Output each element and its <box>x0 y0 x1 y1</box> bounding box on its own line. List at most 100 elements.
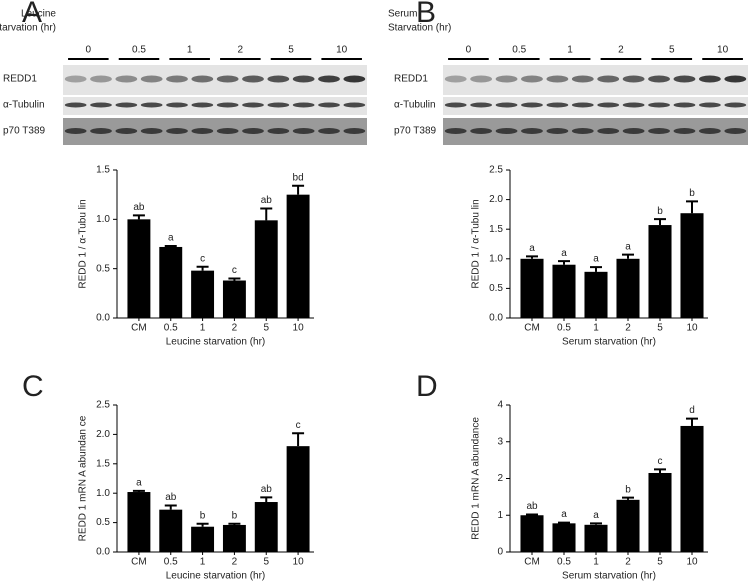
bar <box>191 270 215 318</box>
error-bar <box>196 522 209 527</box>
significance-letter: a <box>561 509 567 520</box>
bar <box>648 225 672 318</box>
y-tick-label: 0.5 <box>96 517 110 528</box>
y-tick-label: 1.0 <box>96 214 110 225</box>
x-axis-label: Serum starvation (hr) <box>562 571 656 582</box>
significance-letter: b <box>689 188 695 199</box>
x-tick-label: 2 <box>232 557 238 568</box>
lane-label: 10 <box>717 45 729 56</box>
significance-letter: ab <box>261 195 273 206</box>
y-axis-label: REDD 1 / α-Tubu lin <box>471 199 482 288</box>
panel-letter: D <box>416 370 438 403</box>
blot-band <box>140 128 163 134</box>
blot-strip <box>63 97 367 115</box>
blot-band <box>470 102 493 108</box>
lane-label: 5 <box>288 45 294 56</box>
significance-letter: b <box>200 510 206 521</box>
bar <box>552 523 576 552</box>
blot-band <box>597 102 620 108</box>
bar <box>584 524 608 552</box>
y-tick-label: 1.5 <box>96 165 110 176</box>
blot-band <box>495 102 518 108</box>
x-tick-label: 0.5 <box>164 557 178 568</box>
significance-letter: b <box>625 484 631 495</box>
blot-band <box>444 128 467 134</box>
blot-band <box>64 102 87 108</box>
significance-letter: a <box>136 477 142 488</box>
blot-band <box>444 75 467 83</box>
error-bar <box>260 496 273 503</box>
x-tick-label: 5 <box>657 557 663 568</box>
error-bar <box>292 184 305 195</box>
significance-letter: c <box>296 420 301 431</box>
x-tick-label: 0.5 <box>164 323 178 334</box>
blot-band <box>343 102 366 108</box>
blot-band <box>292 102 315 108</box>
significance-letter: a <box>561 248 567 259</box>
blot-band <box>698 102 721 108</box>
blot-band <box>622 75 645 83</box>
blot-band <box>724 102 747 108</box>
bar <box>286 194 310 318</box>
blot-title: Starvation (hr) <box>0 23 56 34</box>
error-bar <box>526 513 538 516</box>
significance-letter: ab <box>133 202 145 213</box>
x-tick-label: 10 <box>686 323 698 334</box>
blot-band <box>444 102 467 108</box>
error-bar <box>132 489 145 493</box>
blot-band <box>166 128 188 134</box>
blot-band <box>64 75 87 83</box>
y-tick-label: 2.5 <box>489 165 503 176</box>
error-bar <box>686 417 698 426</box>
x-tick-label: 10 <box>293 323 305 334</box>
blot-band <box>648 75 670 83</box>
error-bar <box>228 277 241 281</box>
blot-band <box>318 102 340 108</box>
blot-band <box>571 102 594 108</box>
error-bar <box>260 207 273 221</box>
bar <box>191 526 215 552</box>
y-tick-label: 0.0 <box>96 547 110 558</box>
lane-label: 0 <box>466 45 472 56</box>
blot-band <box>242 102 264 108</box>
y-tick-label: 2.0 <box>96 429 110 440</box>
blot-band <box>546 75 569 83</box>
blot-band <box>495 75 518 83</box>
lane-label: 2 <box>238 45 244 56</box>
significance-letter: ab <box>165 492 177 503</box>
blot-band <box>90 102 112 108</box>
blot-band <box>191 102 214 108</box>
bar <box>520 258 544 318</box>
blot-band <box>267 128 290 134</box>
blot-band <box>622 128 645 134</box>
significance-letter: a <box>593 510 599 521</box>
error-bar <box>558 260 570 265</box>
x-tick-label: 1 <box>200 323 206 334</box>
error-bar <box>654 468 666 473</box>
blot-band <box>698 128 721 134</box>
significance-letter: d <box>689 405 695 416</box>
blot-strip <box>443 118 748 145</box>
blot-row-label: α-Tubulin <box>394 100 436 111</box>
significance-letter: c <box>658 456 663 467</box>
y-tick-label: 0.0 <box>96 313 110 324</box>
x-axis-label: Leucine starvation (hr) <box>166 337 266 348</box>
x-axis-label: Leucine starvation (hr) <box>166 571 266 582</box>
error-bar <box>228 522 241 525</box>
bar <box>254 220 278 318</box>
panel-letter: A <box>22 0 42 29</box>
significance-letter: c <box>200 253 205 264</box>
blot-band <box>191 128 214 134</box>
blot-band <box>216 75 239 83</box>
blot-band <box>571 75 594 83</box>
x-tick-label: CM <box>524 323 540 334</box>
blot-strip <box>443 65 748 95</box>
error-bar <box>622 253 634 259</box>
blot-title: Starvation (hr) <box>388 23 451 34</box>
blot-band <box>115 128 138 134</box>
x-tick-label: 1 <box>200 557 206 568</box>
y-tick-label: 0.0 <box>489 313 503 324</box>
blot-band <box>115 102 138 108</box>
blot-band <box>622 102 645 108</box>
